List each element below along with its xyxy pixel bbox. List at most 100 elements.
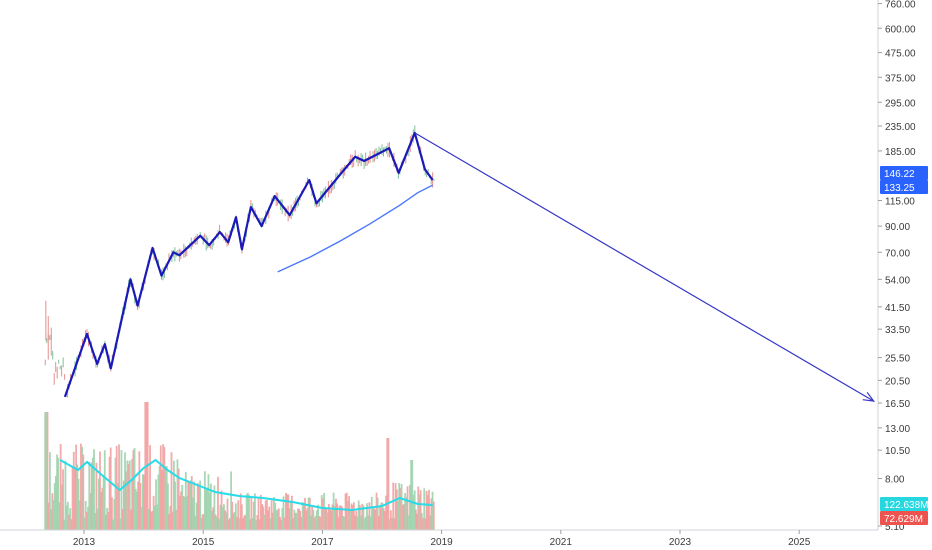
volume-bar: [236, 516, 238, 530]
volume-bar: [165, 466, 168, 530]
volume-bar: [193, 481, 196, 530]
price-badge-last-bg: [880, 166, 928, 180]
volume-bar: [394, 483, 397, 530]
volume-bar: [127, 463, 130, 530]
volume-bar: [260, 494, 262, 530]
volume-bar: [203, 471, 206, 530]
volume-bar: [399, 488, 402, 530]
volume-bar: [364, 516, 367, 530]
volume-bar: [82, 454, 85, 530]
volume-bar: [207, 474, 210, 530]
price-axis[interactable]: 760.00 600.00 475.00 375.00 295.00 235.00 185.…: [878, 0, 916, 533]
volume-bar: [54, 475, 57, 530]
volume-bar: [120, 449, 123, 530]
volume-bar: [410, 460, 413, 530]
volume-bar: [362, 505, 365, 530]
volume-bar: [52, 500, 55, 530]
volume-bar: [336, 503, 339, 530]
x-tick-label: 2021: [550, 537, 573, 548]
volume-bar: [348, 496, 351, 530]
volume-bar: [361, 503, 364, 530]
volume-bar: [126, 460, 129, 530]
volume-bar: [231, 501, 234, 530]
volume-bar: [238, 518, 241, 530]
volume-bar: [273, 497, 275, 530]
volume-bar: [240, 504, 243, 530]
volume-bar: [76, 464, 79, 530]
volume-bar: [95, 462, 98, 530]
volume-bar: [323, 493, 325, 530]
volume-bar: [382, 508, 385, 530]
volume-bar: [56, 454, 58, 530]
volume-bar: [416, 513, 418, 530]
y-tick-label: 20.50: [885, 376, 910, 387]
volume-bar: [108, 456, 111, 530]
volume-bar: [101, 487, 104, 530]
projection-arrow-line[interactable]: [414, 132, 875, 402]
volume-bar: [430, 498, 433, 530]
volume-bar: [78, 500, 81, 530]
volume-bar: [142, 474, 144, 530]
volume-bar: [199, 480, 202, 530]
volume-bar: [139, 482, 142, 530]
volume-bar: [202, 514, 205, 530]
volume-bar: [252, 501, 255, 530]
volume-bar: [275, 510, 278, 530]
volume-bar: [87, 506, 89, 530]
volume-bar: [385, 495, 387, 530]
volume-bar: [428, 489, 430, 530]
volume-bar: [140, 506, 143, 530]
volume-bar: [64, 460, 67, 530]
volume-bar: [176, 459, 179, 530]
volume-bar: [356, 516, 359, 530]
price-badge-last: 146.22: [884, 169, 915, 180]
volume-bar: [255, 519, 258, 530]
volume-bar: [233, 511, 236, 530]
volume-bar: [242, 518, 244, 530]
time-axis[interactable]: 2013 2015 2017 2019 2021 2023 2025: [73, 530, 811, 548]
volume-bar: [258, 519, 261, 530]
volume-bar: [392, 482, 395, 530]
volume-bar: [404, 493, 407, 530]
volume-bar: [354, 515, 356, 530]
volume-bar: [295, 512, 298, 530]
volume-bar: [285, 492, 287, 530]
volume-bar: [57, 457, 60, 530]
volume-bar: [431, 491, 434, 530]
volume-bar: [194, 515, 197, 530]
volume-bar: [220, 490, 223, 530]
moving-average-line[interactable]: [277, 184, 433, 273]
zigzag-line[interactable]: [63, 131, 434, 398]
volume-bar: [164, 466, 167, 530]
volume-bar: [363, 518, 366, 530]
volume-bar: [403, 504, 405, 530]
volume-bar: [409, 484, 411, 530]
volume-bar: [147, 508, 150, 530]
volume-bar: [132, 450, 135, 530]
volume-bar: [429, 515, 432, 530]
volume-bar: [63, 519, 66, 530]
volume-bar: [317, 504, 320, 530]
volume-bar: [80, 443, 82, 530]
volume-bar: [232, 513, 235, 530]
volume-bar: [337, 516, 340, 530]
volume-bar: [332, 492, 335, 530]
volume-bar: [58, 502, 61, 530]
volume-bar: [97, 478, 100, 530]
volume-bar: [208, 492, 211, 530]
volume-bar: [72, 451, 75, 530]
volume-bar: [85, 511, 88, 530]
y-tick-label: 16.50: [885, 399, 910, 410]
volume-bar: [395, 489, 398, 530]
volume-bar: [418, 494, 421, 530]
volume-bar: [99, 451, 101, 530]
volume-bar: [181, 484, 184, 530]
volume-bar: [65, 505, 68, 530]
volume-bar: [355, 510, 358, 530]
volume-bar: [397, 500, 399, 530]
volume-bar: [277, 508, 280, 530]
y-tick-label: 5.10: [885, 522, 905, 533]
volume-bar: [407, 515, 410, 530]
volume-bar: [201, 514, 204, 530]
